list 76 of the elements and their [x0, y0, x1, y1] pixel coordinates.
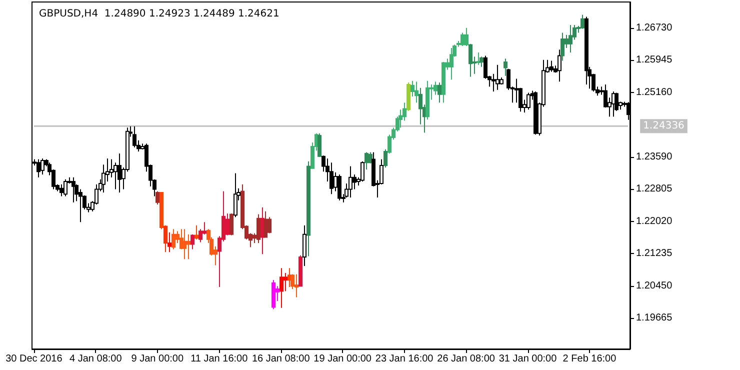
- candlestick: [464, 27, 468, 46]
- candlestick: [256, 214, 260, 244]
- candlestick: [550, 60, 554, 72]
- candlestick: [558, 49, 562, 82]
- candlestick: [72, 176, 76, 203]
- candlestick: [492, 73, 496, 92]
- y-tick-label: 1.22020: [636, 216, 673, 227]
- candlestick: [78, 188, 82, 223]
- candlestick: [484, 55, 488, 80]
- candlestick: [496, 64, 500, 90]
- candlestick: [156, 190, 160, 205]
- x-tick-label: 4 Jan 08:00: [70, 354, 122, 364]
- x-tick-label: 23 Jan 16:00: [375, 354, 434, 364]
- candlestick: [352, 174, 356, 190]
- candlestick: [164, 224, 168, 253]
- y-tick-label: 1.26730: [636, 22, 673, 34]
- candlestick: [330, 162, 334, 195]
- candlestick: [318, 132, 322, 158]
- candlestick: [280, 268, 284, 308]
- y-tick-label: 1.22805: [636, 184, 673, 195]
- candlestick: [480, 56, 484, 68]
- candlestick: [476, 52, 480, 66]
- candlestick: [234, 172, 238, 218]
- candlestick: [118, 153, 122, 194]
- candlestick: [364, 152, 368, 170]
- x-tick-label: 16 Jan 08:00: [252, 354, 310, 364]
- y-tick-label: 1.20450: [636, 280, 673, 292]
- candlestick: [504, 58, 508, 76]
- candlestick: [132, 126, 136, 148]
- x-tick-label: 31 Jan 00:00: [498, 354, 558, 364]
- x-tick-label: 11 Jan 16:00: [190, 354, 248, 364]
- candlestick: [526, 92, 530, 110]
- x-tick-label: 2 Feb 16:00: [562, 354, 617, 364]
- candlestick: [434, 81, 438, 96]
- text: GBPUSD,H4 1.24890 1.24923 1.24489 1.24621: [39, 8, 280, 20]
- candlestick: [468, 43, 472, 78]
- y-tick-label: 1.23590: [636, 151, 673, 162]
- candlestick: [226, 212, 230, 236]
- candlestick: [172, 228, 176, 250]
- x-tick-label: 30 Dec 2016: [6, 354, 63, 364]
- y-tick-label: 1.21235: [636, 248, 673, 260]
- candlestick: [348, 166, 352, 198]
- candlestick: [182, 228, 186, 260]
- candlestick: [284, 272, 288, 292]
- candlestick: [64, 178, 68, 197]
- x-tick-label: 19 Jan 00:00: [314, 354, 372, 364]
- candlestick: [294, 274, 298, 298]
- candlestick: [40, 158, 44, 175]
- candlestick: [438, 82, 442, 104]
- candlestick: [190, 234, 194, 250]
- candlestick: [414, 81, 418, 104]
- candlestick: [580, 14, 584, 30]
- candlestick: [460, 32, 464, 46]
- candlestick: [168, 232, 172, 253]
- candlestick: [186, 234, 190, 260]
- candlestick: [338, 174, 342, 201]
- candlestick: [264, 210, 268, 238]
- x-tick-label: 26 Jan 08:00: [437, 354, 496, 364]
- candlestick: [450, 47, 454, 80]
- candlestick: [36, 158, 40, 178]
- y-tick-label: 1.25945: [636, 54, 673, 66]
- candlestick: [368, 152, 372, 164]
- candlestick: [114, 162, 118, 190]
- candlestick: [230, 212, 234, 236]
- candlestick: [194, 224, 198, 240]
- candlestick: [560, 32, 564, 62]
- x-tick-label: 9 Jan 00:00: [131, 354, 184, 364]
- ref-line-label: 1.24336: [643, 120, 684, 132]
- y-tick-label: 1.19665: [636, 312, 673, 324]
- y-tick-label: 1.25160: [636, 86, 673, 98]
- candlestick: [268, 216, 272, 234]
- candlestick: [302, 224, 306, 267]
- candlestick: [384, 148, 388, 168]
- candlestick: [60, 184, 64, 197]
- candlestick: [568, 24, 572, 54]
- candlestick: [360, 160, 364, 182]
